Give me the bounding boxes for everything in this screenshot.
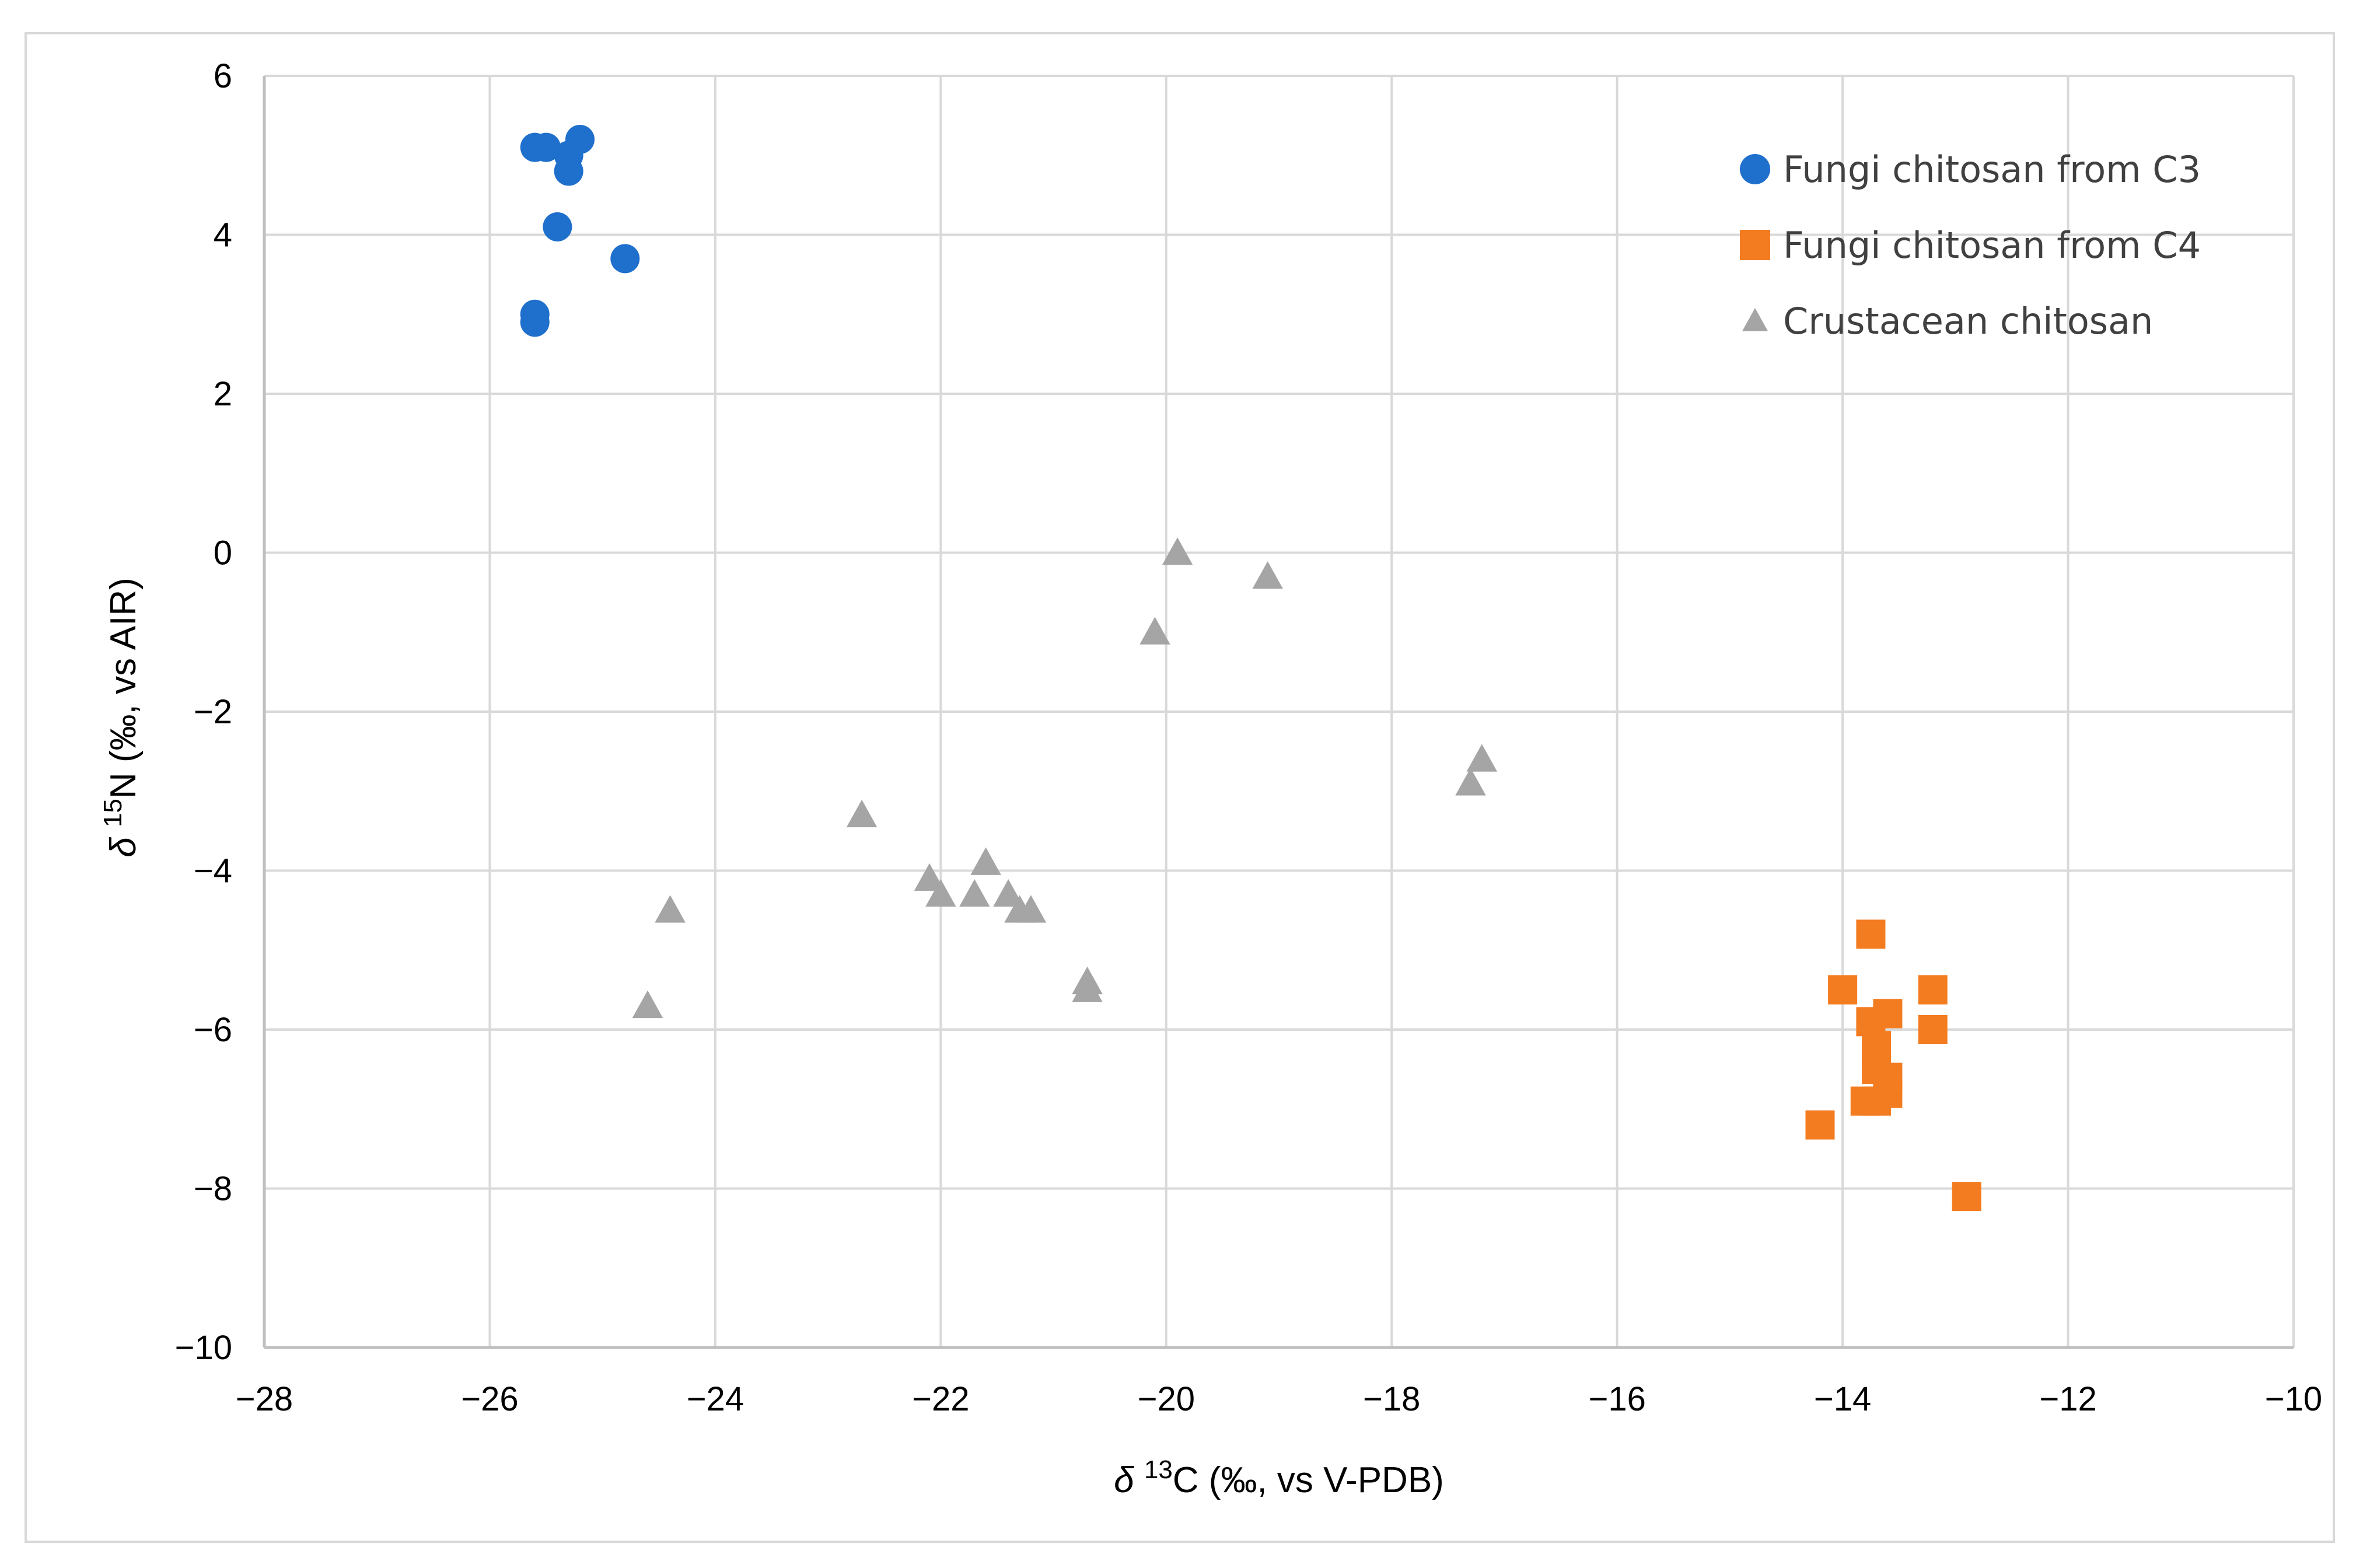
legend-item-c3: Fungi chitosan from C3 [1740, 148, 2201, 191]
y-axis-title: δ 15N (‰, vs AIR) [99, 578, 144, 858]
crustacean-point [655, 895, 686, 923]
crustacean-point [1139, 617, 1170, 645]
y-tick-label: −4 [194, 852, 232, 890]
crustacean-point [1252, 561, 1283, 589]
legend-item-crustacean: Crustacean chitosan [1742, 300, 2153, 342]
chart-area [25, 32, 2335, 1543]
y-tick-label: 4 [214, 216, 232, 254]
c4-point [1918, 1015, 1948, 1044]
c4-point [1828, 975, 1858, 1005]
x-tick-label: −28 [236, 1380, 293, 1418]
crustacean-point [1072, 974, 1103, 1002]
crustacean-point [1455, 768, 1486, 796]
c4-point [1918, 975, 1948, 1005]
y-tick-label: 2 [214, 375, 232, 413]
data-points [520, 125, 1981, 1212]
crustacean-point [925, 879, 956, 907]
x-tick-label: −18 [1363, 1380, 1420, 1418]
y-tick-label: −10 [175, 1329, 232, 1367]
axes [263, 76, 2294, 1349]
y-tick-label: −6 [194, 1011, 232, 1049]
legend: Fungi chitosan from C3 Fungi chitosan fro… [1740, 148, 2201, 342]
x-axis-title: δ 13C (‰, vs V-PDB) [1114, 1455, 1444, 1501]
y-tick-label: −2 [194, 693, 232, 731]
legend-label: Fungi chitosan from C4 [1783, 224, 2201, 267]
c3-point [543, 212, 572, 242]
x-tick-label: −14 [1814, 1380, 1871, 1418]
y-tick-label: 6 [214, 57, 232, 95]
tick-labels: −28 −26 −24 −22 −20 −18 −16 −14 −12 −10−10−8−6−4−… [175, 57, 2323, 1418]
c4-point [1850, 1086, 1880, 1116]
c3-point [610, 244, 640, 274]
y-tick-label: −8 [194, 1170, 232, 1208]
legend-label: Fungi chitosan from C3 [1783, 148, 2201, 191]
legend-item-c4: Fungi chitosan from C4 [1740, 224, 2201, 267]
x-tick-label: −12 [2039, 1380, 2096, 1418]
crustacean-point [959, 879, 990, 907]
c3-point [554, 156, 583, 186]
c3-point [520, 307, 550, 337]
c4-point [1952, 1182, 1981, 1212]
y-tick-label: 0 [214, 534, 232, 572]
legend-triangle-icon [1742, 308, 1768, 331]
crustacean-point [970, 847, 1001, 875]
x-tick-label: −16 [1588, 1380, 1645, 1418]
crustacean-point [1015, 895, 1047, 923]
crustacean-point [632, 990, 663, 1019]
x-tick-label: −26 [461, 1380, 518, 1418]
x-tick-label: −10 [2265, 1380, 2322, 1418]
crustacean-point [993, 879, 1024, 907]
crustacean-point [1466, 744, 1498, 772]
x-tick-label: −22 [912, 1380, 969, 1418]
c4-point [1856, 919, 1886, 949]
x-tick-label: −20 [1138, 1380, 1195, 1418]
legend-circle-icon [1740, 154, 1770, 184]
c4-point [1805, 1110, 1835, 1140]
crustacean-point [846, 799, 878, 828]
crustacean-point [914, 863, 945, 891]
gridlines [263, 75, 2295, 1349]
x-tick-label: −24 [687, 1380, 744, 1418]
c3-point [532, 132, 561, 162]
legend-label: Crustacean chitosan [1783, 300, 2153, 342]
crustacean-point [1162, 537, 1193, 565]
legend-square-icon [1740, 230, 1770, 260]
